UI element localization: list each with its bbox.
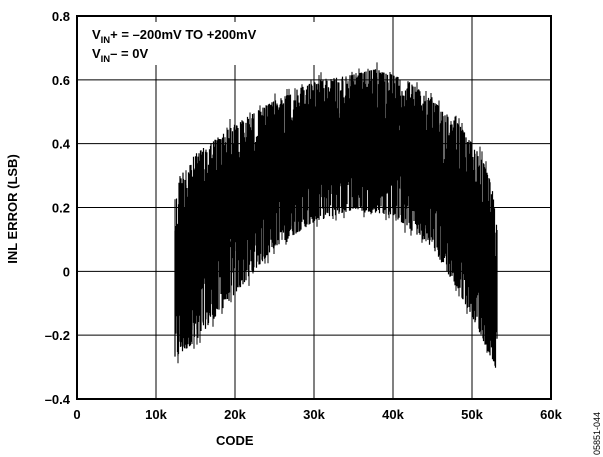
x-tick-label: 10k bbox=[145, 407, 167, 422]
y-tick-label: –0.2 bbox=[45, 328, 70, 343]
y-tick-label: 0.2 bbox=[52, 201, 70, 216]
annotation-line-1: VIN+ = –200mV TO +200mV bbox=[92, 27, 257, 46]
x-tick-label: 60k bbox=[540, 407, 562, 422]
y-tick-label: –0.4 bbox=[45, 392, 71, 407]
inl-data-series bbox=[174, 62, 498, 368]
annotation-line-1-sub: IN bbox=[101, 35, 111, 46]
x-axis-ticks: 0 10k 20k 30k 40k 50k 60k bbox=[73, 407, 562, 422]
y-tick-label: 0.6 bbox=[52, 73, 70, 88]
figure-id: 05851-044 bbox=[592, 412, 602, 455]
x-tick-label: 0 bbox=[73, 407, 80, 422]
x-tick-label: 20k bbox=[224, 407, 246, 422]
inl-noise-band bbox=[174, 69, 498, 368]
annotation-line-2-sub: IN bbox=[101, 54, 111, 65]
legend-annotation: VIN+ = –200mV TO +200mV VIN– = 0V bbox=[86, 22, 318, 65]
annotation-line-2-v: V bbox=[92, 46, 101, 61]
x-tick-label: 50k bbox=[461, 407, 483, 422]
y-tick-label: 0.8 bbox=[52, 9, 70, 24]
inl-peak-spikes bbox=[174, 62, 495, 364]
y-axis-ticks: –0.4 –0.2 0 0.2 0.4 0.6 0.8 bbox=[45, 9, 71, 407]
annotation-line-2-rest: – = 0V bbox=[110, 46, 148, 61]
x-axis-title: CODE bbox=[216, 433, 254, 448]
x-tick-label: 30k bbox=[303, 407, 325, 422]
annotation-line-1-v: V bbox=[92, 27, 101, 42]
annotation-background bbox=[86, 22, 318, 65]
annotation-line-1-rest: + = –200mV TO +200mV bbox=[110, 27, 256, 42]
plot-frame bbox=[76, 15, 552, 400]
annotation-line-2: VIN– = 0V bbox=[92, 46, 148, 65]
y-tick-label: 0 bbox=[63, 264, 70, 279]
y-tick-label: 0.4 bbox=[52, 137, 71, 152]
x-tick-label: 40k bbox=[382, 407, 404, 422]
y-axis-title: INL ERROR (LSB) bbox=[5, 154, 20, 264]
